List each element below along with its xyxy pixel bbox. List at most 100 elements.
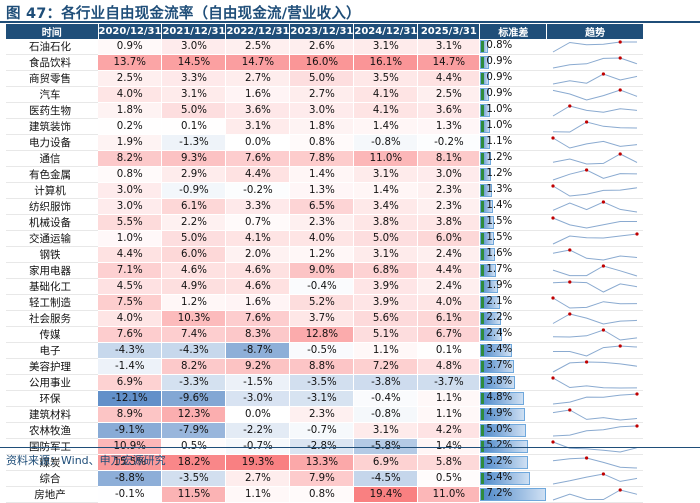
std-value: 5.2% <box>486 456 513 467</box>
std-databar <box>480 296 500 309</box>
value-cell: -5.8% <box>353 438 419 455</box>
sparkline-path <box>553 88 638 101</box>
value-cell: 6.8% <box>353 262 419 279</box>
trend-cell <box>546 134 644 151</box>
sparkline-path <box>553 456 638 468</box>
std-cell: 1.5% <box>479 230 548 247</box>
industry-name: 建筑材料 <box>6 406 98 423</box>
value-cell: 3.1% <box>161 86 227 103</box>
value-cell: 12.3% <box>161 406 227 423</box>
trend-cell <box>546 326 644 343</box>
value-cell: 2.7% <box>225 470 291 487</box>
sparkline-path <box>553 441 638 453</box>
std-value: 1.5% <box>486 232 513 243</box>
std-cell: 4.9% <box>479 406 548 423</box>
sparkline-path <box>553 248 638 261</box>
value-cell: 7.2% <box>353 358 419 375</box>
std-value: 5.0% <box>486 424 513 435</box>
sparkline-path <box>553 56 638 68</box>
std-databar <box>480 376 516 389</box>
std-value: 1.2% <box>486 152 513 163</box>
table-row: 国防军工10.9%0.5%-0.7%-2.8%-5.8%1.4%5.2% <box>6 438 644 455</box>
trend-cell <box>546 86 644 103</box>
sparkline-path <box>553 312 638 325</box>
std-databar <box>480 72 489 85</box>
value-cell: 2.7% <box>289 86 355 103</box>
sparkline-path <box>553 264 638 276</box>
trend-cell <box>546 39 644 55</box>
trend-sparkline <box>553 103 638 116</box>
table-row: 建筑材料 8.9% 12.3% 0.0% 2.3% -0.8% 1.1% 4.9% <box>6 406 644 423</box>
value-cell: 0.2% <box>98 118 163 135</box>
std-value: 7.2% <box>486 488 513 499</box>
trend-sparkline <box>551 215 638 229</box>
title-divider <box>0 21 700 23</box>
value-cell: 3.8% <box>417 214 481 231</box>
trend-cell <box>546 198 644 215</box>
value-cell: 16.1% <box>353 54 419 71</box>
value-cell: 7.1% <box>98 262 163 279</box>
sparkline-max-point <box>635 391 639 396</box>
value-cell: 2.9% <box>161 166 227 183</box>
value-cell: 0.5% <box>417 470 481 487</box>
industry-name: 电子 <box>6 342 98 359</box>
value-cell: 3.1% <box>353 246 419 263</box>
value-cell: 2.4% <box>417 246 481 263</box>
value-cell: 18.2% <box>161 454 227 471</box>
std-value: 1.4% <box>486 200 513 211</box>
value-cell: 14.7% <box>225 54 291 71</box>
value-cell: 9.0% <box>289 262 355 279</box>
std-value: 1.0% <box>486 120 513 131</box>
table-row: 房地产 -0.1% 11.5% 1.1% 0.8% 19.4% 11.0% 7.2% <box>6 486 644 503</box>
trend-sparkline <box>553 167 638 180</box>
trend-sparkline <box>553 359 638 372</box>
std-value: 4.9% <box>486 408 513 419</box>
sparkline-max-point <box>551 295 555 300</box>
industry-name: 综合 <box>6 470 98 487</box>
industry-name: 纺织服饰 <box>6 198 98 215</box>
industry-name: 美容护理 <box>6 358 98 375</box>
value-cell: 4.4% <box>417 262 481 279</box>
std-value: 1.2% <box>486 168 513 179</box>
value-cell: 6.0% <box>417 230 481 247</box>
column-header: 标准差 <box>479 24 548 39</box>
industry-name: 家用电器 <box>6 262 98 279</box>
std-value: 5.2% <box>486 440 513 451</box>
std-value: 1.6% <box>486 248 513 259</box>
value-cell: -2.2% <box>225 422 291 439</box>
value-cell: -12.1% <box>98 390 163 407</box>
industry-name: 计算机 <box>6 182 98 199</box>
value-cell: 3.9% <box>353 278 419 295</box>
sparkline-path <box>553 377 638 389</box>
value-cell: -7.9% <box>161 422 227 439</box>
value-cell: 1.9% <box>98 134 163 151</box>
trend-cell <box>546 150 644 167</box>
value-cell: -9.1% <box>98 422 163 439</box>
value-cell: 5.0% <box>161 230 227 247</box>
std-databar <box>480 408 526 421</box>
std-cell: 5.2% <box>479 454 548 471</box>
value-cell: 0.5% <box>161 438 227 455</box>
sparkline-path <box>553 472 638 484</box>
std-cell: 2.4% <box>479 326 548 343</box>
std-cell: 3.4% <box>479 342 548 359</box>
industry-name: 商贸零售 <box>6 70 98 87</box>
table-row: 商贸零售 2.5% 3.3% 2.7% 5.0% 3.5% 4.4% 0.9% <box>6 70 644 87</box>
std-cell: 3.8% <box>479 374 548 391</box>
value-cell: -0.4% <box>289 278 355 295</box>
sparkline-path <box>553 185 638 197</box>
value-cell: 7.6% <box>225 310 291 327</box>
trend-sparkline <box>551 183 638 197</box>
std-value: 0.9% <box>486 56 513 67</box>
value-cell: 0.8% <box>289 134 355 151</box>
value-cell: -0.8% <box>353 134 419 151</box>
value-cell: 19.3% <box>225 454 291 471</box>
trend-cell <box>546 278 644 295</box>
value-cell: -0.2% <box>417 134 481 151</box>
value-cell: 1.0% <box>98 230 163 247</box>
table-row: 石油石化 0.9% 3.0% 2.5% 2.6% 3.1% 3.1% 0.8% <box>6 39 644 55</box>
std-value: 3.8% <box>486 376 513 387</box>
fcf-ratio-table: 时间 2020/12/31 2021/12/31 2022/12/31 2023/12/… <box>6 24 644 503</box>
industry-name: 传媒 <box>6 326 98 343</box>
std-value: 1.0% <box>486 104 513 115</box>
